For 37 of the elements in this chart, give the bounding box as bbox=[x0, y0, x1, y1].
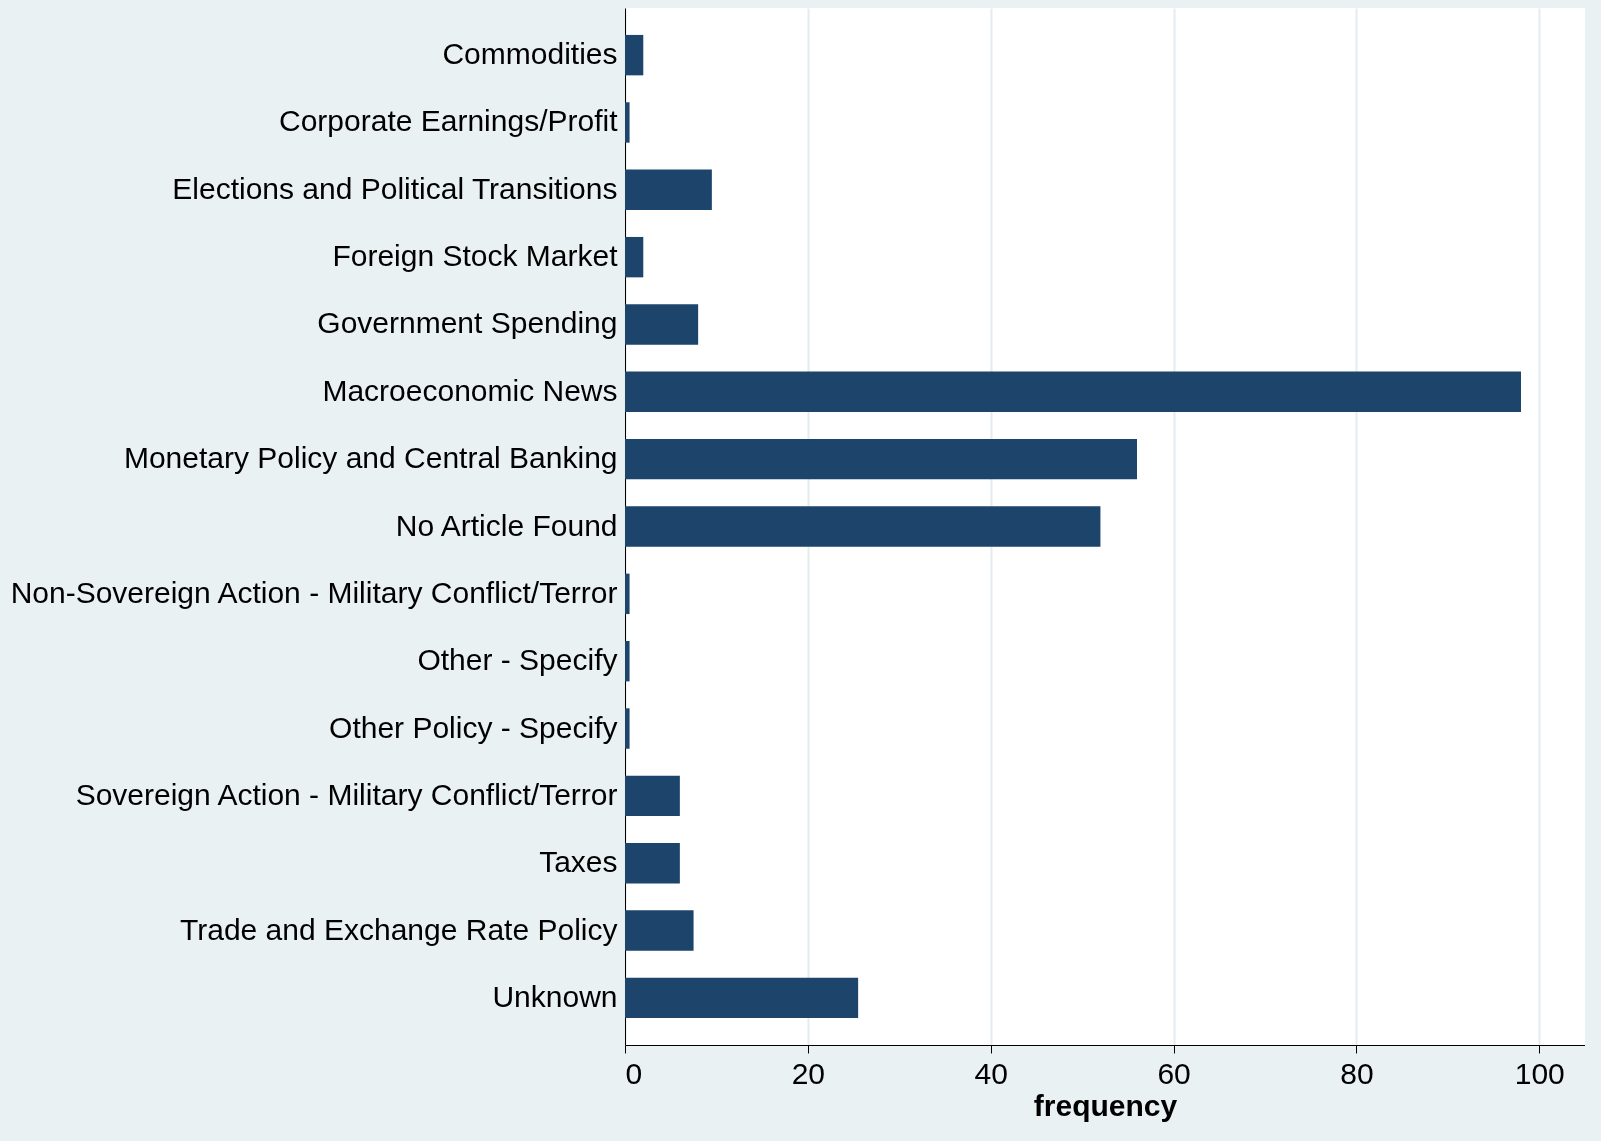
x-tick-label: 40 bbox=[974, 1056, 1008, 1090]
y-tick-label: Macroeconomic News bbox=[322, 373, 618, 407]
y-tick-label: Government Spending bbox=[317, 306, 618, 340]
y-tick-label: Commodities bbox=[442, 37, 618, 71]
bar bbox=[625, 102, 630, 143]
bar bbox=[625, 640, 630, 682]
y-tick-label: Monetary Policy and Central Banking bbox=[123, 441, 618, 475]
y-tick-label: No Article Found bbox=[395, 508, 618, 542]
y-tick-label: Elections and Political Transitions bbox=[172, 171, 618, 205]
bar bbox=[625, 842, 680, 884]
y-tick-label: Unknown bbox=[492, 979, 618, 1013]
x-tick-label: 100 bbox=[1514, 1056, 1565, 1090]
y-tick-label: Trade and Exchange Rate Policy bbox=[180, 912, 618, 946]
y-tick-label: Sovereign Action - Military Conflict/Terror bbox=[75, 777, 618, 811]
y-tick-label: Other - Specify bbox=[417, 643, 618, 677]
bar bbox=[625, 910, 694, 951]
bar bbox=[625, 573, 630, 615]
y-tick-label: Taxes bbox=[539, 845, 618, 879]
bar bbox=[625, 708, 630, 749]
x-tick-label: 80 bbox=[1340, 1056, 1374, 1090]
bar bbox=[625, 304, 699, 345]
x-tick-label: 0 bbox=[625, 1056, 643, 1090]
y-tick-label: Other Policy - Specify bbox=[329, 710, 618, 744]
y-tick-label: Non-Sovereign Action - Military Conflict/Terror bbox=[10, 575, 618, 609]
bar bbox=[625, 506, 1101, 547]
bar bbox=[625, 169, 712, 211]
x-axis-title: frequency bbox=[1033, 1088, 1178, 1122]
bar bbox=[625, 371, 1521, 413]
y-tick-label: Foreign Stock Market bbox=[332, 239, 619, 273]
bar bbox=[625, 236, 644, 278]
bar bbox=[625, 977, 859, 1019]
bar bbox=[625, 438, 1137, 480]
x-tick-label: 60 bbox=[1157, 1056, 1191, 1090]
bar bbox=[625, 34, 644, 76]
bar bbox=[625, 775, 680, 817]
x-tick-label: 20 bbox=[791, 1056, 826, 1090]
y-tick-label: Corporate Earnings/Profit bbox=[279, 104, 619, 138]
